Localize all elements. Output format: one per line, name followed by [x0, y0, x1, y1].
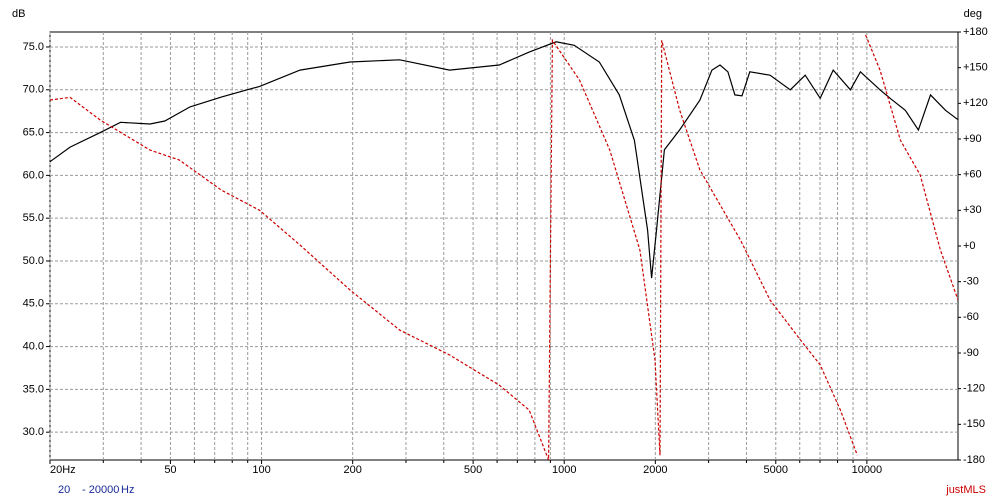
y-tick-label: 50.0: [23, 255, 44, 267]
footer-to: - 20000: [82, 484, 119, 496]
x-tick-label: 1000: [552, 464, 576, 476]
series-line: [50, 41, 958, 279]
y2-axis-label: deg: [964, 8, 982, 20]
y2-tick-label: +60: [963, 169, 982, 181]
x-tick-label: 10000: [852, 464, 883, 476]
x-tick-label: 5000: [764, 464, 788, 476]
x-tick-label: 20Hz: [50, 464, 76, 476]
x-tick-label: 2000: [643, 464, 667, 476]
y-tick-label: 35.0: [23, 383, 44, 395]
y2-tick-label: +30: [963, 204, 982, 216]
y-tick-label: 30.0: [23, 426, 44, 438]
y2-tick-label: +180: [963, 26, 988, 38]
x-tick-label: 500: [464, 464, 482, 476]
y2-tick-label: -30: [963, 276, 979, 288]
y-tick-label: 65.0: [23, 126, 44, 138]
y2-tick-label: -90: [963, 347, 979, 359]
x-tick-label: 200: [343, 464, 361, 476]
footer-unit: Hz: [121, 484, 134, 496]
y2-tick-label: +0: [963, 240, 976, 252]
y2-tick-label: -150: [963, 418, 985, 430]
y-tick-label: 75.0: [23, 41, 44, 53]
y2-tick-label: -120: [963, 383, 985, 395]
brand: justMLS: [945, 484, 986, 496]
y-tick-label: 40.0: [23, 340, 44, 352]
x-tick-label: 50: [164, 464, 176, 476]
y-tick-label: 55.0: [23, 212, 44, 224]
y-tick-label: 70.0: [23, 84, 44, 96]
footer-from: 20: [58, 484, 70, 496]
y2-tick-label: +150: [963, 62, 988, 74]
x-tick-label: 100: [252, 464, 270, 476]
y-tick-label: 45.0: [23, 298, 44, 310]
y2-tick-label: -180: [963, 454, 985, 466]
y-axis-label: dB: [12, 8, 25, 20]
y2-tick-label: +90: [963, 133, 982, 145]
series-line: [50, 34, 958, 460]
y2-tick-label: +120: [963, 97, 988, 109]
y2-tick-label: -60: [963, 311, 979, 323]
y-tick-label: 60.0: [23, 169, 44, 181]
